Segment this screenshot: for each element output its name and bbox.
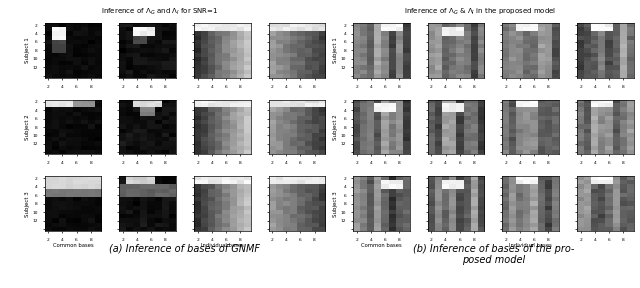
Y-axis label: Subject 1: Subject 1 [24, 37, 29, 63]
X-axis label: Individual bases: Individual bases [201, 243, 244, 248]
Y-axis label: Subject 3: Subject 3 [333, 191, 338, 217]
X-axis label: Individual bases: Individual bases [509, 243, 552, 248]
Y-axis label: Subject 1: Subject 1 [333, 37, 338, 63]
X-axis label: Common bases: Common bases [52, 243, 93, 248]
Y-axis label: Subject 3: Subject 3 [24, 191, 29, 217]
Y-axis label: Subject 2: Subject 2 [333, 114, 338, 140]
Text: Inference of $\Lambda_G$ & $\Lambda_I$ in the proposed model: Inference of $\Lambda_G$ & $\Lambda_I$ i… [404, 7, 556, 17]
Text: (b) Inference of bases of the pro-
posed model: (b) Inference of bases of the pro- posed… [413, 244, 574, 265]
Text: (a) Inference of bases of GNMF: (a) Inference of bases of GNMF [109, 244, 260, 253]
X-axis label: Common bases: Common bases [361, 243, 402, 248]
Y-axis label: Subject 2: Subject 2 [24, 114, 29, 140]
Text: Inference of $\Lambda_G$ and $\Lambda_I$ for SNR=1: Inference of $\Lambda_G$ and $\Lambda_I$… [101, 7, 219, 17]
